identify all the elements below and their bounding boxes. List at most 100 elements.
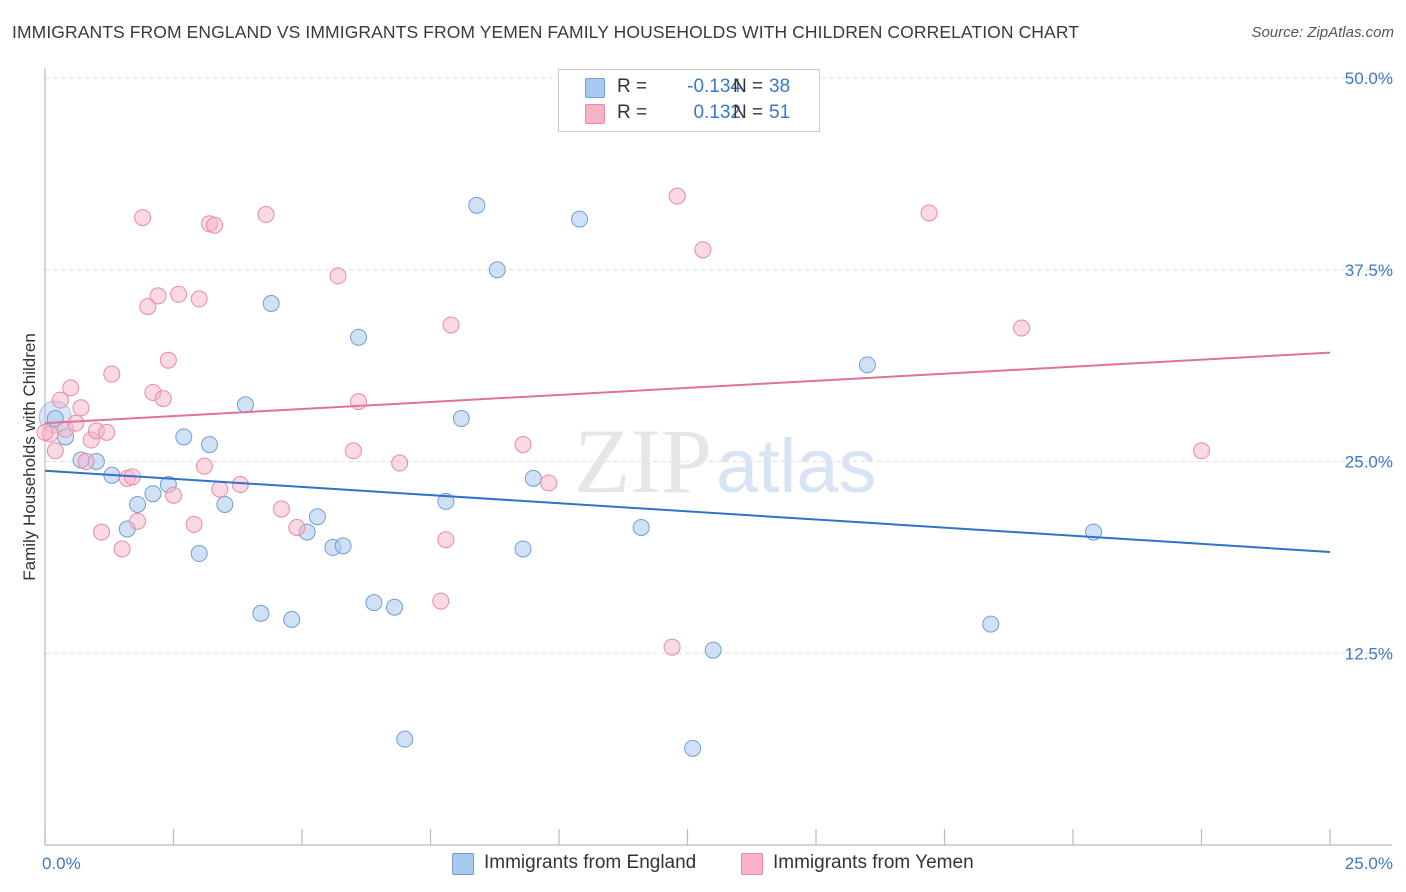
- trend-lines: [44, 351, 1331, 554]
- legend-n-value: 38: [769, 76, 791, 97]
- watermark-zip: ZIP: [574, 410, 712, 512]
- bottom-legend-swatch-england: [452, 853, 474, 875]
- legend-n-label: N =: [733, 76, 764, 97]
- legend-r-label: R =: [617, 76, 648, 97]
- y-tick-label: 12.5%: [1345, 644, 1393, 663]
- yemen-point: [134, 209, 152, 227]
- england-point: [524, 469, 542, 487]
- yemen-point: [668, 187, 686, 205]
- chart-title: IMMIGRANTS FROM ENGLAND VS IMMIGRANTS FR…: [12, 22, 1080, 42]
- yemen-point: [195, 457, 213, 475]
- england-point: [571, 210, 589, 228]
- yemen-point: [257, 206, 275, 224]
- yemen-point: [185, 515, 203, 533]
- england-point: [632, 518, 650, 536]
- england-point: [386, 598, 404, 616]
- england-point: [982, 615, 1000, 633]
- england-trend-line: [44, 469, 1331, 554]
- england-point: [252, 604, 270, 622]
- yemen-point: [272, 500, 290, 518]
- england-point: [216, 495, 234, 513]
- yemen-point: [1013, 319, 1031, 337]
- yemen-point: [51, 391, 69, 409]
- yemen-trend-line: [44, 351, 1331, 425]
- england-point: [334, 537, 352, 555]
- england-point: [129, 495, 147, 513]
- england-point: [704, 641, 722, 659]
- source-note: Source: ZipAtlas.com: [1251, 24, 1394, 41]
- england-point: [468, 196, 486, 214]
- yemen-point: [139, 298, 157, 316]
- yemen-point: [46, 442, 64, 460]
- bottom-legend-label-yemen: Immigrants from Yemen: [773, 852, 974, 873]
- yemen-point: [98, 423, 116, 441]
- bottom-legend-swatch-yemen: [741, 853, 763, 875]
- y-tick-label: 25.0%: [1345, 453, 1393, 472]
- yemen-point: [93, 523, 111, 541]
- legend-r-value: -0.134: [687, 76, 741, 97]
- yemen-point: [432, 592, 450, 610]
- legend-n-label: N =: [733, 102, 764, 123]
- legend-r-value: 0.132: [693, 102, 741, 123]
- yemen-point: [62, 379, 80, 397]
- yemen-point: [165, 486, 182, 504]
- legend-r-label: R =: [617, 102, 648, 123]
- england-point: [283, 611, 301, 629]
- england-point: [236, 396, 254, 414]
- series-yemen-points: [36, 187, 1210, 656]
- england-point: [144, 485, 162, 503]
- yemen-point: [190, 290, 208, 308]
- yemen-point: [442, 316, 460, 334]
- england-point: [684, 739, 702, 757]
- y-tick-label: 37.5%: [1345, 261, 1393, 280]
- yemen-point: [694, 241, 712, 259]
- watermark-atlas: atlas: [716, 424, 877, 509]
- yemen-point: [103, 365, 121, 383]
- gridlines: [45, 77, 1392, 654]
- yemen-point: [149, 287, 167, 305]
- yemen-point: [77, 453, 95, 470]
- england-point: [365, 594, 383, 612]
- axes: [44, 68, 1392, 846]
- x-tick-label: 0.0%: [42, 854, 81, 873]
- yemen-point: [129, 512, 147, 530]
- legend-swatch-england: [585, 78, 605, 98]
- yemen-point: [206, 216, 224, 234]
- england-point: [488, 261, 506, 279]
- yemen-point: [113, 540, 131, 558]
- yemen-point: [72, 399, 90, 417]
- yemen-point: [36, 423, 54, 441]
- tick-labels: 12.5% 25.0% 37.5% 50.0% 0.0% 25.0%: [42, 69, 1393, 873]
- y-tick-label: 50.0%: [1345, 69, 1393, 88]
- england-point: [514, 540, 532, 558]
- england-point: [262, 294, 280, 312]
- yemen-point: [391, 454, 409, 472]
- yemen-point: [211, 480, 229, 498]
- x-tick-label: 25.0%: [1345, 854, 1393, 873]
- yemen-point: [437, 531, 455, 549]
- yemen-point: [231, 476, 249, 494]
- yemen-point: [154, 390, 172, 408]
- england-point: [308, 508, 326, 526]
- yemen-point: [344, 442, 362, 460]
- correlation-legend: R = -0.134 N = 38 R = 0.132 N = 51: [558, 69, 820, 132]
- yemen-point: [67, 414, 85, 432]
- yemen-point: [920, 204, 938, 222]
- legend-swatch-yemen: [585, 104, 605, 124]
- yemen-point: [663, 638, 681, 656]
- england-point: [396, 730, 414, 748]
- series-england-points: [38, 196, 1103, 757]
- yemen-point: [170, 285, 188, 303]
- england-point: [437, 492, 455, 510]
- england-point: [452, 410, 470, 428]
- england-point: [200, 436, 218, 454]
- yemen-point: [350, 393, 368, 411]
- yemen-point: [514, 436, 532, 454]
- legend-n-value: 51: [769, 102, 791, 123]
- yemen-point: [288, 518, 306, 536]
- england-point: [858, 356, 876, 374]
- bottom-legend-label-england: Immigrants from England: [484, 852, 697, 873]
- yemen-point: [329, 267, 347, 285]
- yemen-point: [1193, 442, 1210, 460]
